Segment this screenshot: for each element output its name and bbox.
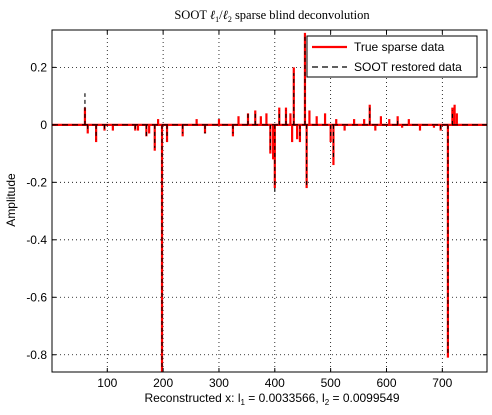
x-tick-label: 600: [376, 376, 396, 390]
y-tick-label: 0: [40, 118, 47, 132]
axes: 100 200 300 400 500 600 700 0.2 0 -0.2 -0.4 -0.6 -0.…: [26, 29, 488, 390]
y-tick-label: -0.4: [26, 233, 47, 247]
y-tick-label: -0.6: [26, 290, 47, 304]
plot-area: [52, 32, 487, 372]
axes-frame: [51, 29, 488, 373]
x-tick-label: 700: [432, 376, 452, 390]
x-tick-label: 200: [153, 376, 173, 390]
legend-box: [306, 35, 478, 78]
y-axis-label: Amplitude: [4, 173, 18, 227]
x-tick-label: 100: [97, 376, 117, 390]
grid: [52, 30, 487, 372]
y-tick-label: -0.2: [26, 175, 47, 189]
legend-restored-label: SOOT restored data: [354, 60, 462, 74]
x-tick-label: 400: [265, 376, 285, 390]
legend-true-label: True sparse data: [354, 40, 445, 54]
chart-title: SOOT ℓ1/ℓ2 sparse blind deconvolution: [174, 8, 370, 24]
x-tick-label: 500: [321, 376, 341, 390]
y-tick-label: 0.2: [30, 60, 47, 74]
y-tick-label: -0.8: [26, 348, 47, 362]
x-tick-label: 300: [209, 376, 229, 390]
series-group: [52, 32, 487, 372]
x-axis-label: Reconstructed x: l1 = 0.0033566, l2 = 0.…: [144, 391, 399, 407]
legend: True sparse data SOOT restored data: [306, 35, 478, 78]
